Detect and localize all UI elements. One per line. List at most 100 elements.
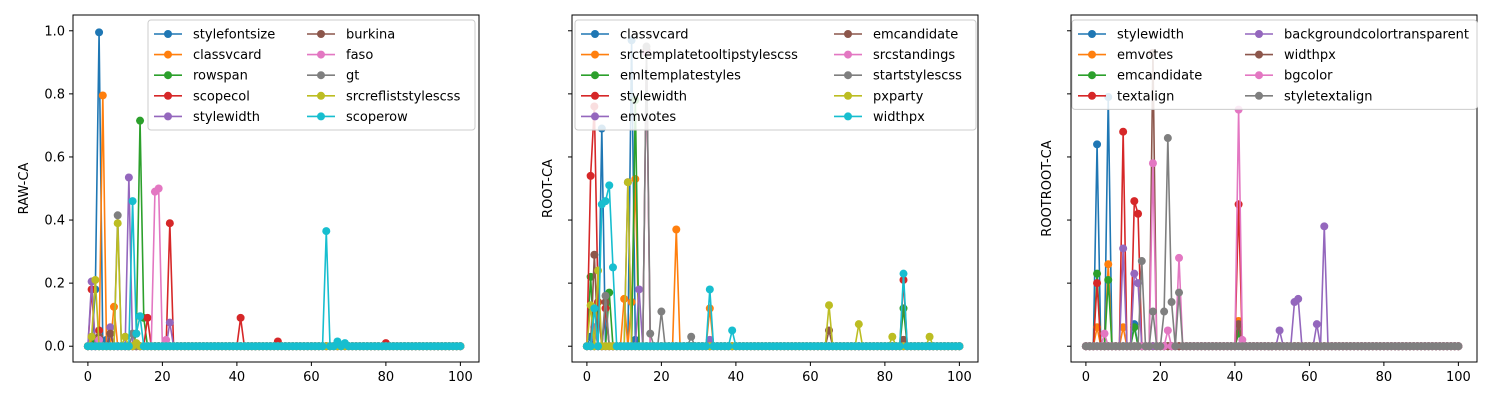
data-point [165,318,174,327]
legend-label: emltemplatestyles [620,69,741,84]
data-point [1171,342,1180,351]
data-point [1156,342,1165,351]
data-point [236,313,245,322]
legend-item: emcandidate [1078,69,1202,84]
data-point [1175,288,1184,297]
data-point [925,332,934,341]
legend-marker [591,71,599,80]
chart-panel-3: 0 20 40 60 80 100 ROOTROOT-CA stylewidth emvotes… [1040,14,1478,385]
series-widthpx [582,181,964,351]
legend-item: styletextalign [1245,89,1373,104]
data-point [1119,323,1128,332]
data-point [95,28,104,37]
data-point [1134,209,1143,218]
legend-marker [1255,71,1263,80]
x-tick-label: 20 [154,370,171,385]
legend-label: emcandidate [873,28,958,43]
data-point [132,329,141,338]
legend-item: widthpx [1245,48,1336,63]
data-point [586,342,595,351]
data-point [322,227,331,236]
data-point [1093,269,1102,278]
legend-marker [1088,50,1096,59]
data-point [899,304,908,313]
legend-marker [844,112,852,121]
legend-item: stylefontsize [154,28,275,43]
legend-label: srcstandings [873,48,955,63]
legend-frame [1071,19,1478,110]
data-point [154,184,163,193]
y-tick-label: 0.0 [44,340,65,355]
legend-marker [1088,91,1096,100]
legend-item: stylewidth [581,89,687,104]
legend-label: emcandidate [1117,69,1202,84]
series-srcrefliststylescss [83,219,465,351]
data-point [128,197,137,206]
data-point [124,173,133,182]
x-tick-label: 0 [583,370,591,385]
data-point [165,219,174,228]
series-line-rowspan [87,120,461,348]
y-axis-label: ROOT-CA [541,159,556,218]
data-point [623,178,632,187]
legend: stylewidth emvotes emcandidate textalign bac… [1071,19,1478,110]
legend-label: gt [346,69,359,84]
data-point [95,326,104,335]
series-line-textalign [1085,131,1459,348]
legend-label: stylefontsize [193,28,275,43]
data-point [1275,326,1284,335]
data-point [631,175,640,184]
data-point [121,332,130,341]
data-point [113,219,122,228]
data-point [825,301,834,310]
y-tick-label: 0.4 [44,214,65,229]
data-point [124,342,133,351]
legend-label: stylewidth [1117,28,1184,43]
legend-item: gt [307,69,359,84]
legend-label: textalign [1117,89,1174,104]
series-line-scoperow [87,201,461,348]
x-tick-label: 20 [1152,370,1169,385]
legend-marker [1255,50,1263,59]
data-point [590,304,599,313]
legend-marker [164,71,172,80]
data-point [1148,307,1157,316]
legend-label: pxparty [873,89,924,104]
data-point [106,329,115,338]
data-point [1163,326,1172,335]
data-point [1104,275,1113,284]
legend-item: widthpx [834,110,925,125]
legend-item: textalign [1078,89,1174,104]
legend-item: burkina [307,28,395,43]
legend-label: burkina [346,28,395,43]
data-point [657,307,666,316]
data-point [888,332,897,341]
legend-marker [164,91,172,100]
data-point [705,304,714,313]
data-point [594,342,603,351]
data-point [955,342,964,351]
data-point [1320,222,1329,231]
legend-item: bgcolor [1245,69,1333,84]
x-tick-label: 100 [448,370,473,385]
data-point [702,342,711,351]
legend-label: bgcolor [1284,69,1333,84]
legend-marker [164,30,172,38]
data-point [456,342,465,351]
legend-marker [317,71,325,80]
data-point [91,275,100,284]
data-point [672,225,681,234]
legend-marker [1255,91,1263,100]
legend-marker [844,91,852,100]
legend-label: srctemplatetooltipstylescss [620,48,798,63]
data-point [590,250,599,259]
data-point [1454,342,1463,351]
series-styletextalign [1081,134,1463,351]
legend-marker [844,50,852,59]
data-point [162,335,171,344]
data-point [1163,134,1172,143]
legend-item: pxparty [834,89,924,104]
legend-label: styletextalign [1284,89,1373,104]
legend-marker [591,112,599,121]
